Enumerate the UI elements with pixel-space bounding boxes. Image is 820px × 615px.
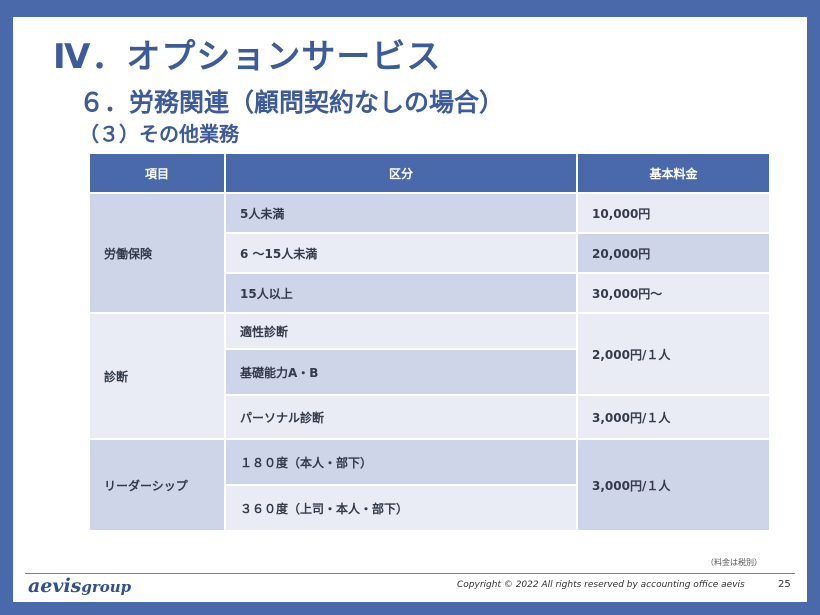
table-row: 労働保険 5人未満 10,000円 (88, 192, 771, 314)
page-number: 25 (778, 579, 791, 590)
division-cell: 15人以上 (224, 272, 578, 314)
division-cell: 基礎能力A・B (224, 348, 578, 396)
tax-note: （料金は税別） (706, 558, 762, 567)
copyright-text: Copyright © 2022 All rights reserved by … (457, 580, 745, 590)
fee-cell: 10,000円 (576, 192, 771, 234)
category-cell: 診断 (88, 312, 226, 440)
col-header-division: 区分 (224, 152, 578, 194)
division-cell: １８０度（本人・部下） (224, 438, 578, 486)
col-header-fee: 基本料金 (576, 152, 771, 194)
fee-cell: 3,000円/１人 (576, 394, 771, 440)
fee-cell: 20,000円 (576, 232, 771, 274)
table-row: リーダーシップ １８０度（本人・部下） 3,000円/１人 (88, 438, 771, 532)
table-row: 基礎能力A・B (89, 348, 770, 396)
category-cell: 労働保険 (88, 192, 226, 314)
table-row: ３６０度（上司・本人・部下） (89, 484, 770, 532)
division-cell: 6 ～15人未満 (224, 232, 578, 274)
table-header-row: 項目 区分 基本料金 (88, 152, 771, 194)
company-logo: aevisgroup (28, 575, 131, 597)
division-cell: パーソナル診断 (224, 394, 578, 440)
slide: Ⅳ．オプションサービス ６．労務関連（顧問契約なしの場合） （３）その他業務 項… (13, 17, 807, 602)
division-cell: ３６０度（上司・本人・部下） (224, 484, 578, 532)
fee-cell: 2,000円/１人 (576, 312, 771, 396)
table-row: パーソナル診断 3,000円/１人 (89, 394, 771, 440)
page-subtitle: ６．労務関連（顧問契約なしの場合） (79, 88, 505, 117)
logo-main-text: aevis (28, 575, 82, 597)
division-cell: 5人未満 (224, 192, 578, 234)
logo-group-text: group (81, 578, 132, 596)
fee-cell: 30,000円～ (576, 272, 771, 314)
table-row: 6 ～15人未満 20,000円 (89, 232, 771, 274)
section-title: （３）その他業務 (79, 122, 239, 146)
division-cell: 適性診断 (224, 312, 578, 350)
fee-cell: 3,000円/１人 (576, 438, 771, 532)
footer-divider (25, 573, 795, 574)
page-title: Ⅳ．オプションサービス (53, 37, 442, 77)
col-header-item: 項目 (88, 152, 226, 194)
table-row: 15人以上 30,000円～ (89, 272, 771, 314)
fee-table: 項目 区分 基本料金 労働保険 5人未満 10,000円 6 ～15人未満 20… (88, 152, 771, 532)
category-cell: リーダーシップ (88, 438, 226, 532)
table-row: 診断 適性診断 2,000円/１人 (88, 312, 771, 440)
